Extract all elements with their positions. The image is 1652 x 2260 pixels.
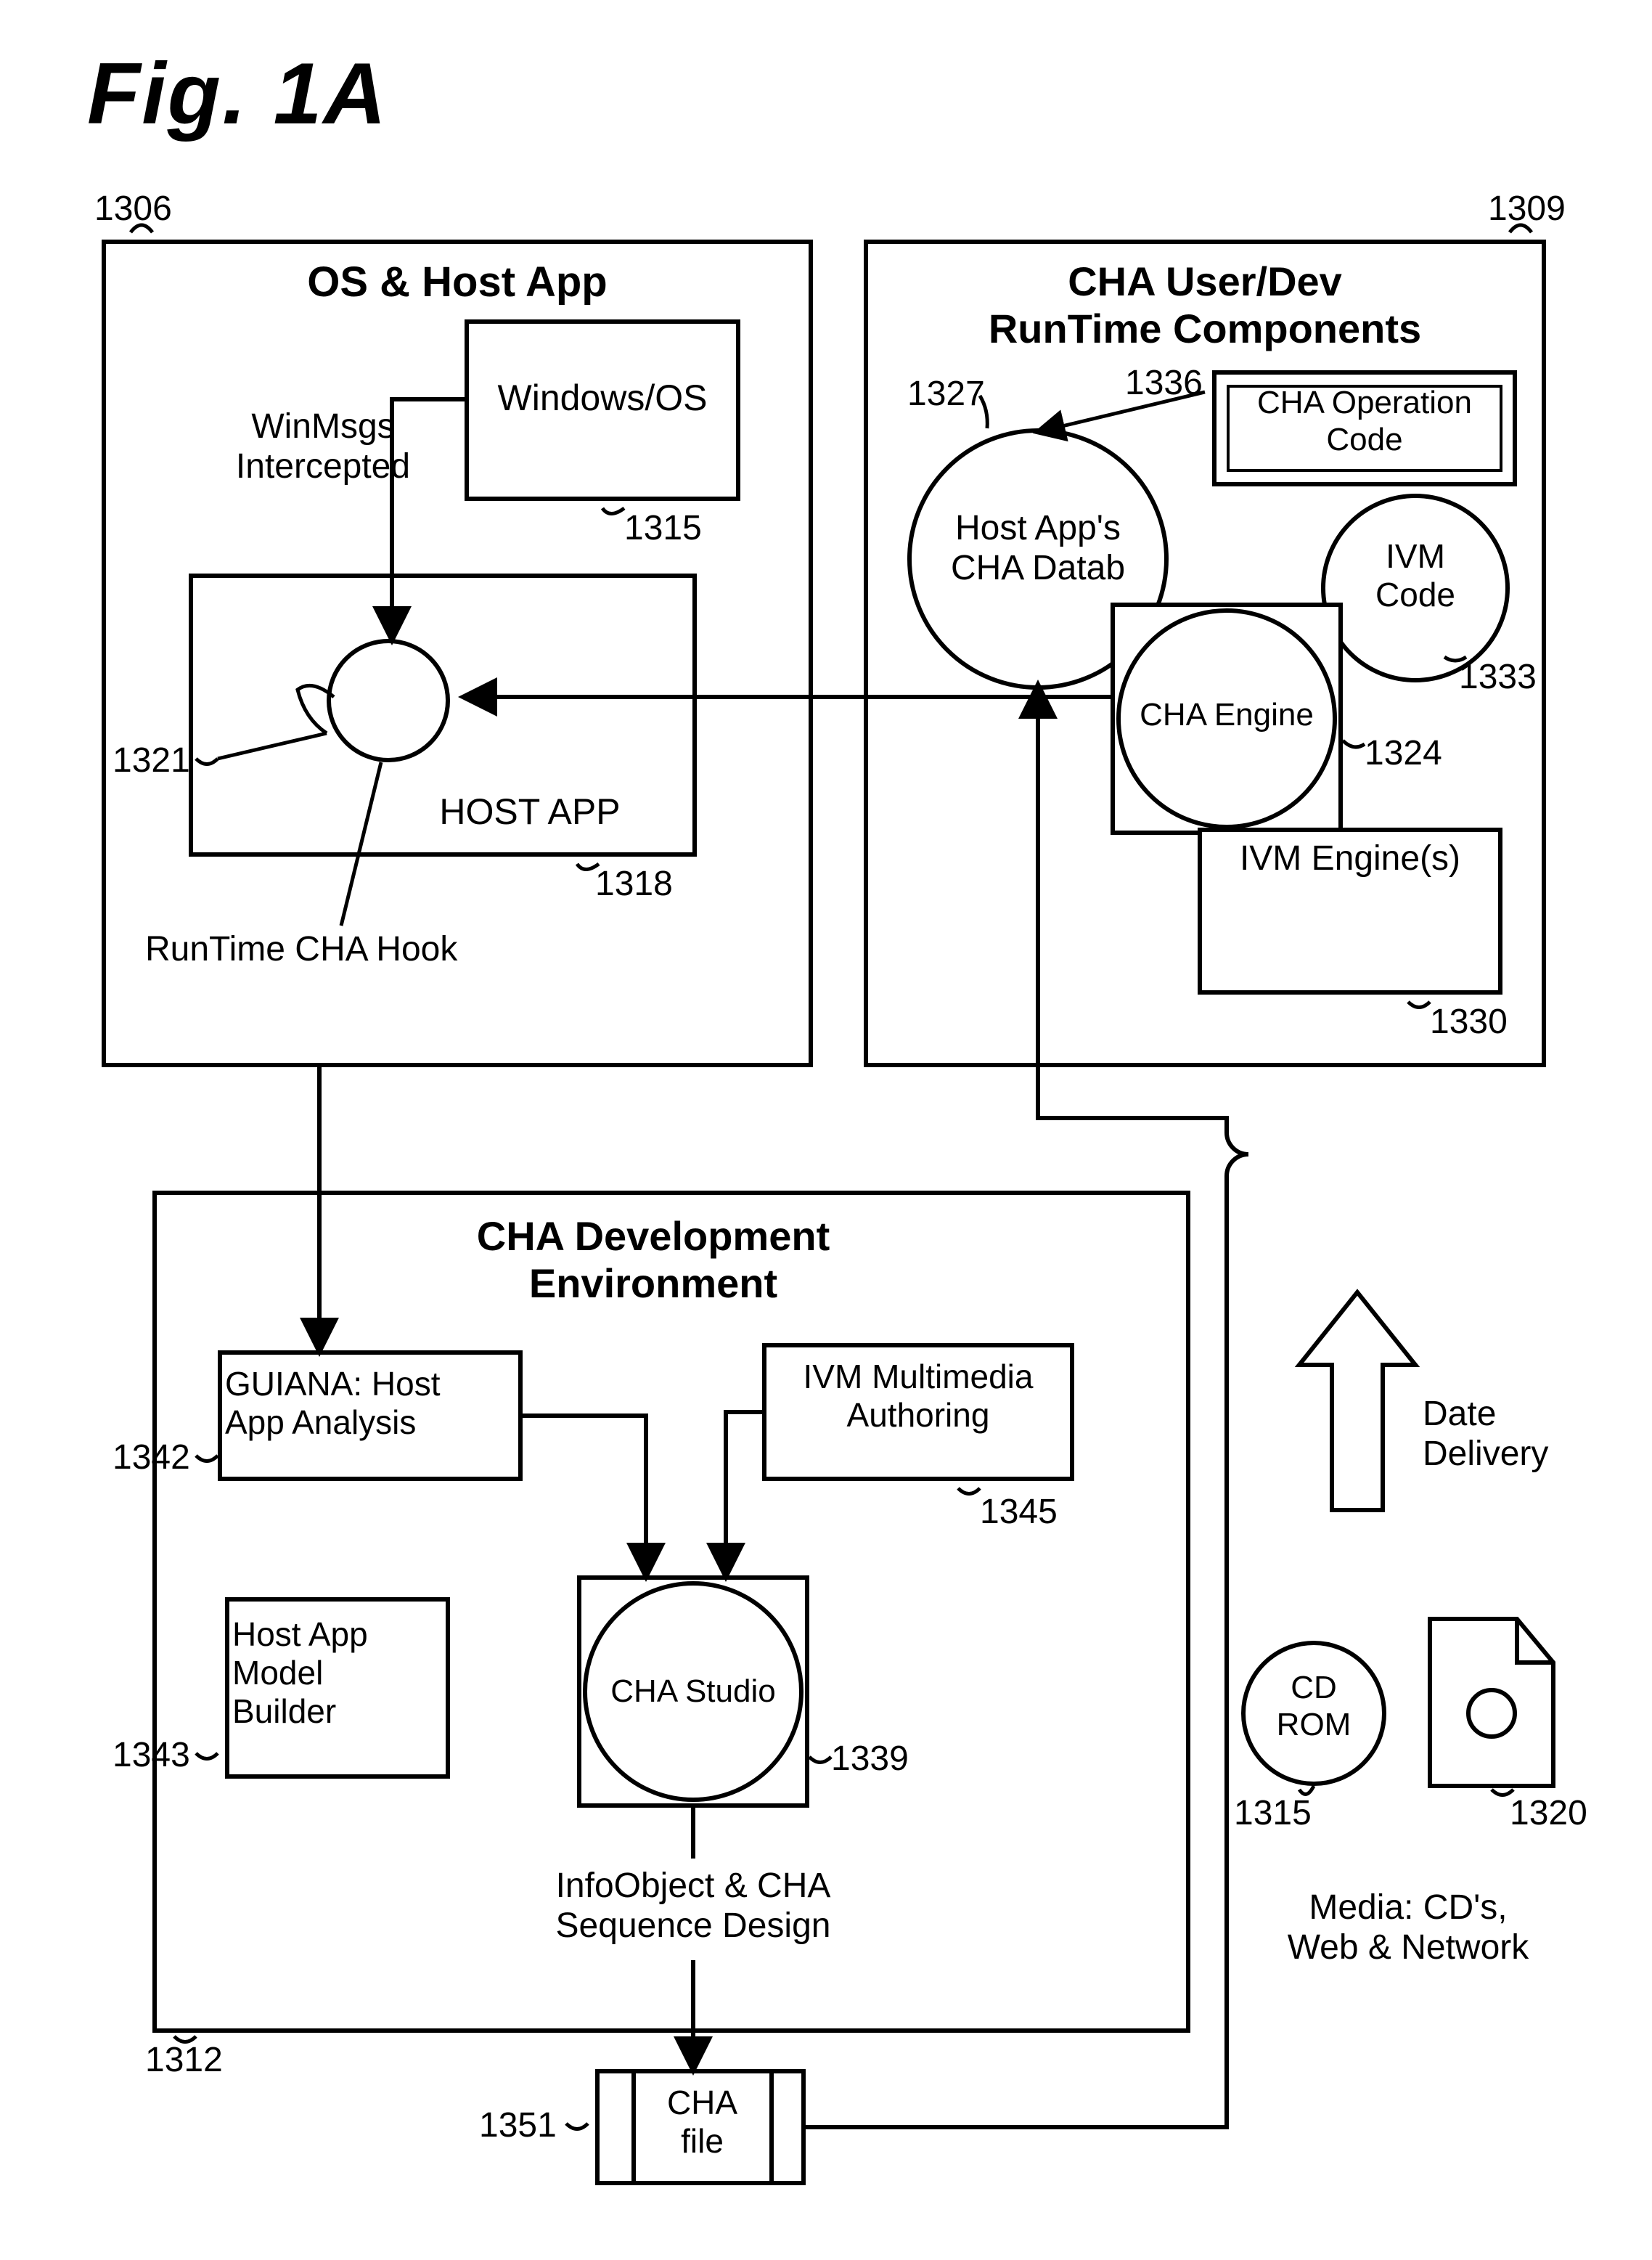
label-media: Media: CD's, Web & Network — [1256, 1888, 1561, 1967]
ref-1330: 1330 — [1430, 1002, 1508, 1042]
ref-1318: 1318 — [595, 864, 673, 904]
ref-1345: 1345 — [980, 1492, 1058, 1532]
panel-os-host-title: OS & Host App — [254, 258, 661, 306]
panel-runtime-title: CHA User/Dev RunTime Components — [973, 258, 1437, 352]
label-winmsgs: WinMsgs Intercepted — [207, 407, 439, 486]
ref-1315: 1315 — [624, 508, 702, 548]
label-cha-file: CHA file — [639, 2084, 766, 2161]
label-cha-datab: Host App's CHA Datab — [929, 508, 1147, 588]
runtime-cha-hook-circle — [327, 639, 450, 762]
label-model-builder: Host App Model Builder — [232, 1615, 443, 1731]
label-cd-rom: CD ROM — [1256, 1670, 1372, 1743]
ref-1312: 1312 — [145, 2040, 223, 2080]
cha-file-divider-left — [631, 2069, 636, 2185]
ref-1315b: 1315 — [1234, 1793, 1312, 1833]
label-cha-engine: CHA Engine — [1121, 697, 1332, 734]
label-ivm-code: IVM Code — [1343, 537, 1488, 614]
label-date-delivery: Date Delivery — [1423, 1394, 1582, 1474]
cha-file-divider-right — [769, 2069, 774, 2185]
label-cha-op-code: CHA Operation Code — [1227, 385, 1502, 458]
ref-1339: 1339 — [831, 1739, 909, 1779]
ref-1327: 1327 — [907, 374, 985, 414]
label-seq-design: InfoObject & CHA Sequence Design — [494, 1866, 893, 1946]
ref-1320: 1320 — [1510, 1793, 1587, 1833]
ref-1306: 1306 — [94, 189, 172, 229]
ref-1309: 1309 — [1488, 189, 1566, 229]
label-ivm-auth: IVM Multimedia Authoring — [769, 1358, 1067, 1435]
ref-1324: 1324 — [1365, 733, 1442, 773]
label-runtime-cha-hook: RunTime CHA Hook — [145, 929, 537, 969]
figure-title: Fig. 1A — [87, 44, 388, 144]
ref-1343: 1343 — [113, 1735, 190, 1775]
panel-dev-title: CHA Development Environment — [421, 1212, 886, 1307]
label-windows-os: Windows/OS — [479, 378, 726, 420]
ref-1333: 1333 — [1459, 657, 1537, 697]
label-ivm-engines: IVM Engine(s) — [1205, 839, 1495, 878]
ref-1351: 1351 — [479, 2105, 557, 2145]
ref-1336: 1336 — [1125, 363, 1203, 403]
label-guiana: GUIANA: Host App Analysis — [225, 1365, 515, 1442]
ref-1321: 1321 — [113, 741, 190, 780]
label-host-app: HOST APP — [377, 791, 682, 833]
ref-1342: 1342 — [113, 1437, 190, 1477]
label-cha-studio: CHA Studio — [588, 1673, 798, 1710]
